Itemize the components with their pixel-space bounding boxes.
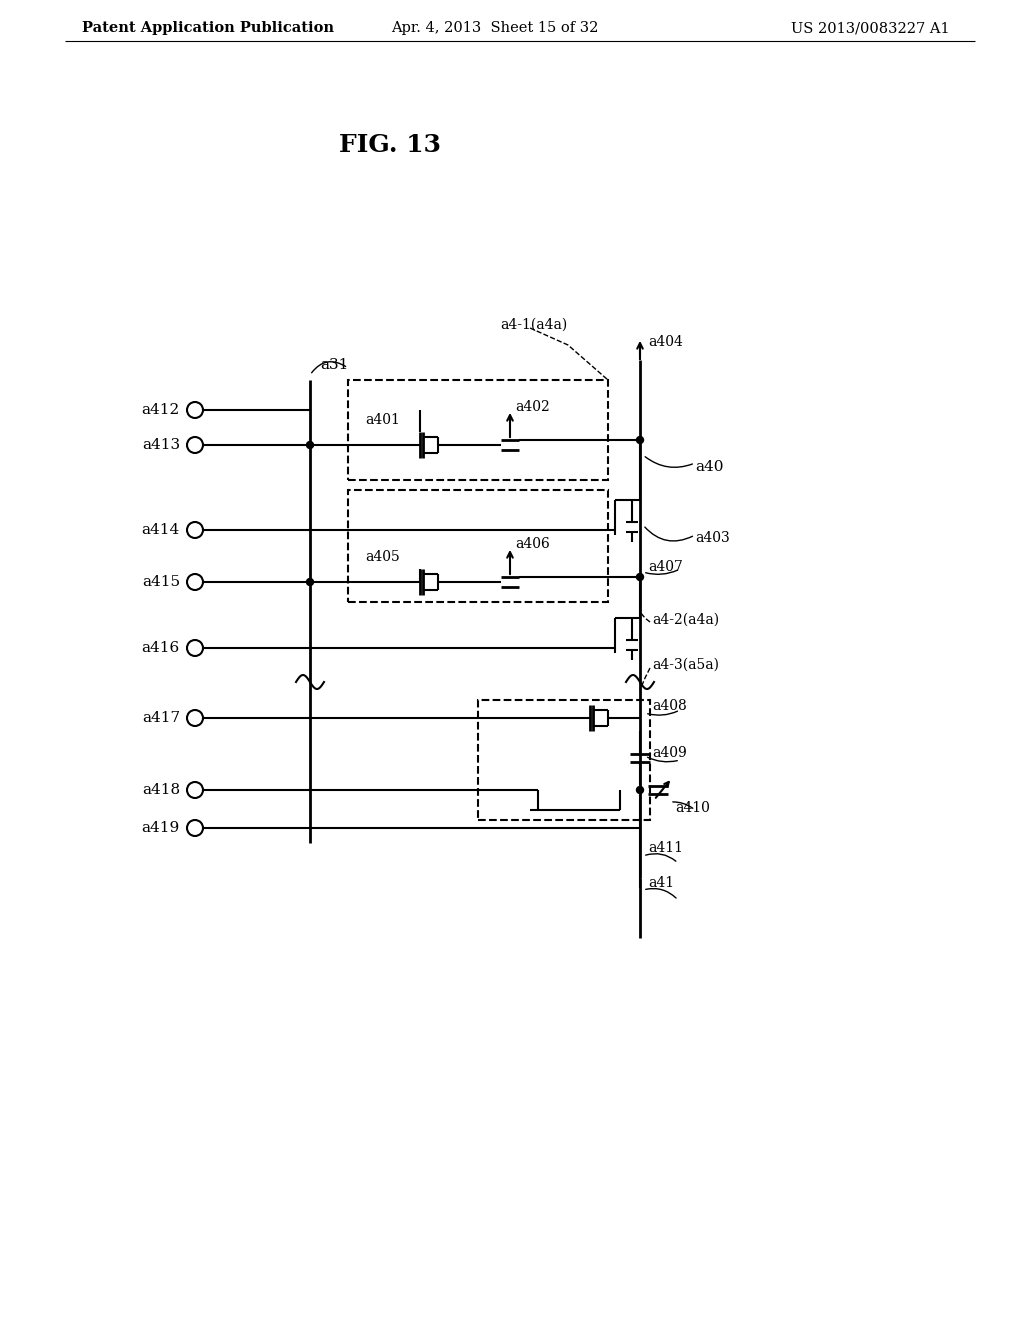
Text: a414: a414 xyxy=(141,523,180,537)
Text: a40: a40 xyxy=(695,459,724,474)
Bar xyxy=(348,490,608,602)
Text: a418: a418 xyxy=(142,783,180,797)
Text: a405: a405 xyxy=(365,550,399,564)
Text: a412: a412 xyxy=(141,403,180,417)
Bar xyxy=(348,380,608,480)
Text: a408: a408 xyxy=(652,700,687,713)
Text: a415: a415 xyxy=(142,576,180,589)
Text: a4-3(a5a): a4-3(a5a) xyxy=(652,657,719,672)
Text: a4-1(a4a): a4-1(a4a) xyxy=(500,318,567,333)
Circle shape xyxy=(637,573,643,581)
Text: a413: a413 xyxy=(142,438,180,451)
Text: a401: a401 xyxy=(365,413,400,426)
Text: a404: a404 xyxy=(648,335,683,348)
Circle shape xyxy=(637,787,643,793)
Bar xyxy=(478,700,650,820)
Text: a406: a406 xyxy=(515,537,550,550)
Text: a411: a411 xyxy=(648,841,683,855)
Circle shape xyxy=(637,437,643,444)
Text: a419: a419 xyxy=(141,821,180,836)
Text: Apr. 4, 2013  Sheet 15 of 32: Apr. 4, 2013 Sheet 15 of 32 xyxy=(391,21,599,36)
Text: a41: a41 xyxy=(648,876,674,890)
Text: a410: a410 xyxy=(675,801,710,814)
Circle shape xyxy=(306,441,313,449)
Text: a402: a402 xyxy=(515,400,550,414)
Circle shape xyxy=(306,578,313,586)
Text: a417: a417 xyxy=(142,711,180,725)
Text: Patent Application Publication: Patent Application Publication xyxy=(82,21,334,36)
Text: a407: a407 xyxy=(648,560,683,574)
Text: a31: a31 xyxy=(319,358,348,372)
Text: a403: a403 xyxy=(695,531,730,545)
Text: a416: a416 xyxy=(141,642,180,655)
Text: US 2013/0083227 A1: US 2013/0083227 A1 xyxy=(792,21,950,36)
Text: a409: a409 xyxy=(652,746,687,760)
Text: a4-2(a4a): a4-2(a4a) xyxy=(652,612,719,627)
Text: FIG. 13: FIG. 13 xyxy=(339,133,441,157)
